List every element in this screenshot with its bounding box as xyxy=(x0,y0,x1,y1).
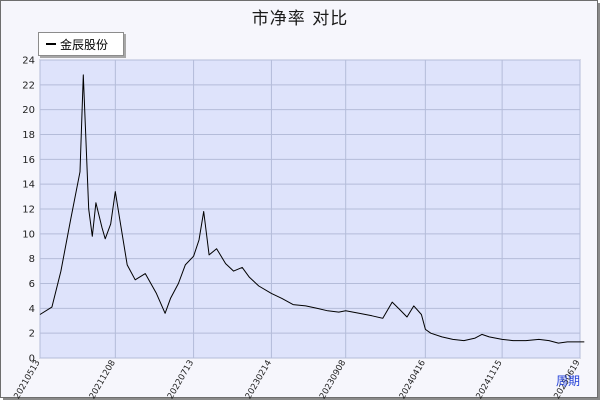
x-tick-label: 20220713 xyxy=(166,359,196,400)
x-tick-label: 20230908 xyxy=(318,359,348,400)
series-line xyxy=(39,74,585,344)
x-tick-label: 20240416 xyxy=(398,359,428,400)
grid-lines xyxy=(39,59,581,359)
y-tick-label: 24 xyxy=(22,56,35,67)
y-tick-label: 0 xyxy=(29,354,35,365)
x-axis: 20210513 20211208 20220713 20230214 20230908… xyxy=(12,359,582,400)
y-tick-label: 16 xyxy=(22,155,35,166)
x-tick-label: 20211208 xyxy=(88,359,118,400)
legend-swatch xyxy=(46,43,56,45)
x-tick-label: 20230214 xyxy=(244,359,274,400)
y-tick-label: 10 xyxy=(22,229,35,240)
x-tick-label: 20210513 xyxy=(12,359,42,400)
y-tick-label: 22 xyxy=(22,80,35,91)
legend: 金辰股份 xyxy=(38,32,124,56)
chart-title: 市净率 对比 xyxy=(251,9,349,29)
x-tick-label: 20241115 xyxy=(474,359,504,400)
y-tick-label: 18 xyxy=(22,130,35,141)
legend-label: 金辰股份 xyxy=(60,38,109,52)
y-tick-label: 8 xyxy=(29,254,35,265)
y-tick-label: 20 xyxy=(22,105,35,116)
series-layer xyxy=(39,74,585,344)
y-tick-label: 12 xyxy=(22,205,35,216)
y-tick-label: 6 xyxy=(29,279,35,290)
y-tick-label: 4 xyxy=(29,304,35,315)
y-tick-label: 2 xyxy=(29,329,35,340)
y-tick-label: 14 xyxy=(22,180,35,191)
period-link[interactable]: 周期 xyxy=(556,374,581,388)
